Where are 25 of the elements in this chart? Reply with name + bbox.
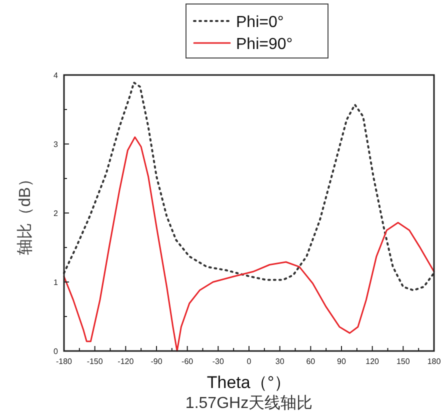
- x-tick-label: -120: [118, 357, 134, 366]
- x-tick-label: -180: [56, 357, 73, 366]
- x-tick-label: -150: [86, 357, 104, 366]
- x-tick-label: 180: [427, 357, 441, 366]
- x-tick-label: 60: [306, 357, 316, 366]
- x-tick-label: 120: [366, 357, 380, 366]
- line-series: [63, 136, 435, 352]
- y-tick-label: 2: [54, 209, 59, 218]
- x-axis-title: Theta（°）: [206, 373, 292, 392]
- y-tick-label: 1: [54, 278, 59, 287]
- x-tick-label: -90: [150, 357, 163, 366]
- legend-label: Phi=0°: [236, 14, 284, 31]
- x-tick-label: -60: [182, 357, 194, 366]
- x-tick-label: -30: [212, 357, 224, 366]
- x-tick-label: 30: [275, 357, 285, 366]
- line-series: [63, 82, 435, 292]
- text: 1.57GHz天线轴比: [185, 394, 313, 412]
- y-tick-label: 4: [54, 71, 59, 80]
- legend-label: Phi=90°: [236, 36, 293, 53]
- y-axis-title: 轴比（dB）: [16, 171, 34, 255]
- y-tick-label: 0: [54, 347, 59, 356]
- x-tick-label: 0: [246, 357, 252, 366]
- x-tick-label: 90: [337, 357, 346, 366]
- x-tick-label: 150: [396, 357, 410, 366]
- y-tick-label: 3: [54, 140, 59, 149]
